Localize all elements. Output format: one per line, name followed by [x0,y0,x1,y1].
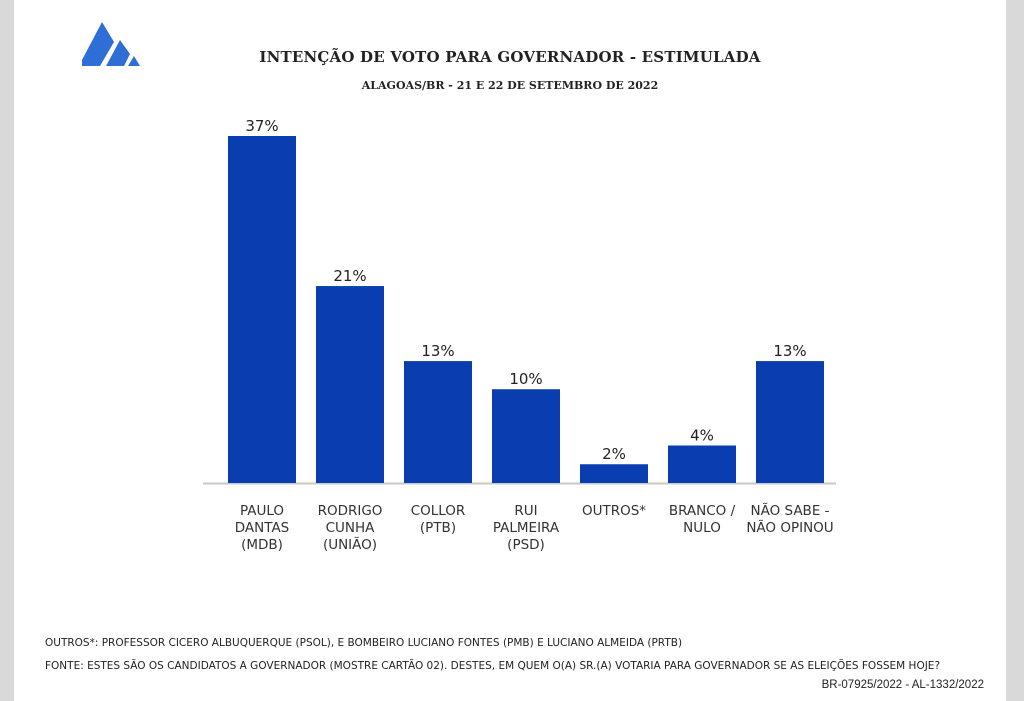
category-label-line: NULO [683,520,721,536]
data-label: 13% [773,342,806,360]
chart-title: INTENÇÃO DE VOTO PARA GOVERNADOR - ESTIM… [259,48,761,66]
category-label-line: PAULO [240,503,284,519]
chart-page: INTENÇÃO DE VOTO PARA GOVERNADOR - ESTIM… [14,0,1006,701]
bar-chart: 37% PAULO DANTAS (MDB) 21% RODRIGO CUNHA (UNIÃO… [203,117,836,553]
data-label: 2% [602,445,626,463]
registration-number: BR-07925/2022 - AL-1332/2022 [821,679,984,691]
category-label-line: (PSD) [507,537,545,553]
category-label-line: (PTB) [420,520,456,536]
data-label: 37% [245,117,278,135]
category-label-line: CUNHA [326,520,376,536]
source-footnote: FONTE: ESTES SÃO OS CANDIDATOS A GOVERNA… [45,660,941,672]
category-label: RUI PALMEIRA (PSD) [493,503,560,553]
chart-subtitle: ALAGOAS/BR - 21 E 22 DE SETEMBRO DE 2022 [361,79,659,92]
data-label: 13% [421,342,454,360]
category-label-line: (UNIÃO) [323,536,377,553]
category-label-line: NÃO OPINOU [746,519,833,536]
category-label: COLLOR (PTB) [411,503,466,536]
category-label-line: PALMEIRA [493,520,560,536]
category-label-line: NÃO SABE - [750,502,829,519]
category-label-line: DANTAS [235,520,290,536]
category-label-line: RUI [514,503,537,519]
data-label: 10% [509,370,542,388]
category-label-line: OUTROS* [582,503,646,519]
bar [316,286,384,483]
bar [580,464,648,483]
category-label: RODRIGO CUNHA (UNIÃO) [318,503,383,553]
category-label-line: (MDB) [241,537,283,553]
outros-footnote: OUTROS*: PROFESSOR CICERO ALBUQUERQUE (P… [45,637,683,649]
category-label: PAULO DANTAS (MDB) [235,503,290,553]
bar [404,361,472,483]
data-label: 4% [690,426,714,444]
category-label-line: BRANCO / [669,503,736,519]
bar [228,136,296,483]
category-label-line: RODRIGO [318,503,383,519]
bar [756,361,824,483]
data-label: 21% [333,267,366,285]
category-label-line: COLLOR [411,503,466,519]
bar [668,445,736,483]
bar [492,389,560,483]
category-label: OUTROS* [582,503,646,519]
stripes-logo-icon [82,22,140,66]
category-label: BRANCO / NULO [669,503,736,536]
category-label: NÃO SABE -NÃO OPINOU [746,502,833,536]
